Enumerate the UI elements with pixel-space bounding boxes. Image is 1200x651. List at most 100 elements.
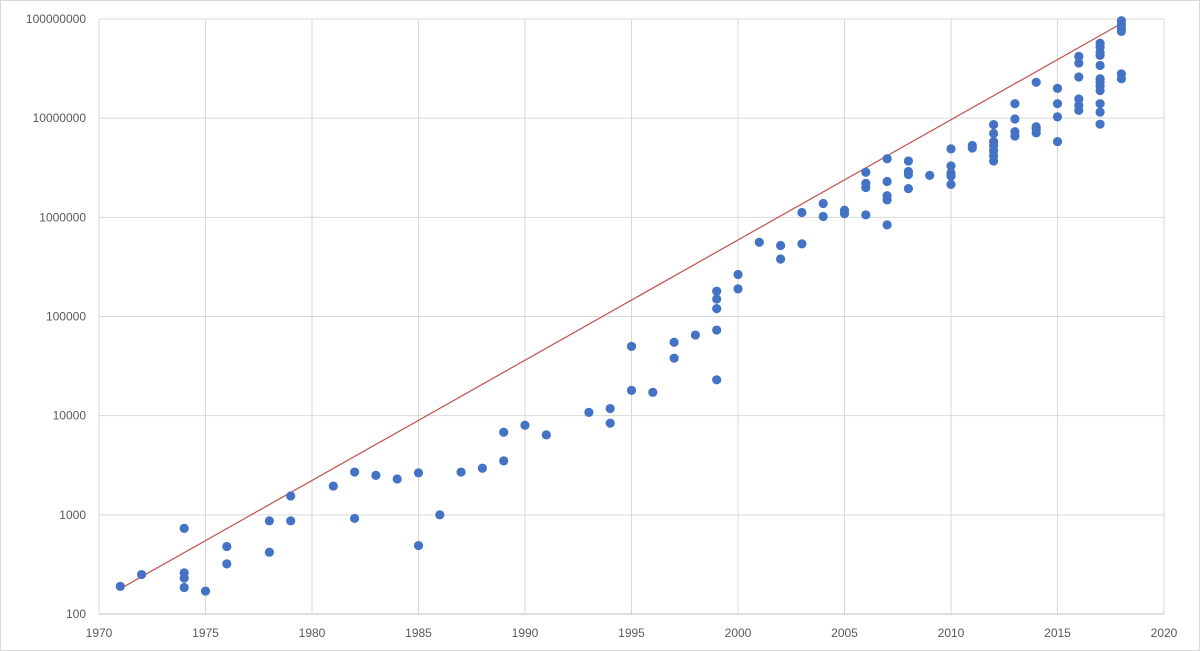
- data-point: [605, 418, 615, 428]
- data-point: [669, 337, 679, 347]
- data-point: [754, 237, 764, 247]
- y-tick-label: 10000000: [33, 111, 87, 125]
- data-point: [328, 481, 338, 491]
- data-point: [946, 179, 956, 189]
- x-tick-label: 1985: [405, 626, 432, 640]
- data-point: [1074, 72, 1084, 82]
- x-tick-label: 1970: [86, 626, 113, 640]
- data-point: [264, 547, 274, 557]
- data-point: [1095, 99, 1105, 109]
- data-point: [712, 375, 722, 385]
- data-point: [1095, 85, 1105, 96]
- data-point: [179, 582, 189, 593]
- data-point: [1010, 131, 1020, 141]
- data-point: [584, 407, 594, 417]
- data-point: [286, 516, 296, 526]
- data-point: [882, 176, 892, 187]
- data-point: [818, 198, 828, 209]
- data-point: [1052, 137, 1063, 147]
- data-point: [413, 540, 424, 551]
- data-point: [925, 170, 935, 180]
- data-point: [286, 491, 296, 501]
- data-point: [222, 541, 232, 552]
- data-point: [477, 463, 487, 473]
- data-point: [797, 239, 807, 249]
- y-tick-label: 1000: [59, 508, 86, 522]
- data-point: [115, 581, 125, 591]
- data-point: [1095, 119, 1105, 129]
- data-point: [1095, 60, 1105, 71]
- data-point: [648, 387, 658, 397]
- data-point: [456, 467, 466, 477]
- data-point: [179, 573, 189, 583]
- data-point: [946, 171, 956, 181]
- data-point: [712, 304, 722, 314]
- data-point: [882, 220, 892, 230]
- data-point: [882, 154, 892, 164]
- data-point: [1116, 74, 1126, 84]
- data-point: [839, 209, 850, 219]
- data-point: [626, 385, 637, 395]
- data-point: [797, 207, 807, 218]
- data-point: [946, 144, 956, 154]
- data-point: [626, 341, 637, 351]
- x-tick-label: 2010: [938, 626, 965, 640]
- data-point: [605, 403, 615, 414]
- data-point: [435, 510, 445, 520]
- data-point: [1010, 99, 1020, 109]
- y-tick-label: 1000000: [39, 210, 86, 224]
- data-point: [350, 467, 360, 477]
- x-tick-label: 2020: [1151, 626, 1178, 640]
- data-point: [882, 195, 892, 205]
- data-point: [861, 182, 871, 193]
- data-point: [520, 420, 530, 430]
- x-tick-label: 1995: [618, 626, 645, 640]
- data-point: [1031, 77, 1041, 87]
- y-tick-label: 100000: [46, 310, 86, 324]
- data-point: [967, 143, 977, 153]
- data-point: [1010, 114, 1020, 124]
- data-point: [903, 156, 914, 166]
- trend-line: [120, 23, 1122, 590]
- data-point: [989, 156, 999, 166]
- data-point: [179, 523, 189, 533]
- x-tick-label: 1990: [512, 626, 539, 640]
- data-point: [776, 254, 786, 264]
- data-point: [499, 427, 509, 437]
- data-point: [818, 211, 828, 222]
- data-point: [989, 120, 999, 130]
- data-point: [1052, 112, 1063, 122]
- data-point: [1052, 83, 1063, 93]
- data-point: [371, 470, 381, 480]
- data-point: [733, 269, 743, 280]
- data-point: [392, 474, 402, 484]
- data-point: [1052, 99, 1063, 109]
- data-point: [541, 430, 551, 440]
- y-tick-label: 10000: [53, 409, 87, 423]
- data-point: [1074, 105, 1084, 115]
- data-point: [413, 468, 424, 478]
- data-point: [861, 210, 871, 220]
- data-point: [712, 286, 722, 296]
- data-point: [861, 167, 871, 177]
- x-tick-label: 1980: [299, 626, 326, 640]
- data-point: [989, 128, 999, 139]
- data-point: [712, 294, 722, 304]
- data-point: [903, 169, 914, 180]
- x-tick-label: 2005: [831, 626, 858, 640]
- y-tick-label: 100: [66, 607, 86, 621]
- x-tick-label: 1975: [192, 626, 219, 640]
- data-point: [669, 353, 679, 363]
- x-tick-label: 2000: [725, 626, 752, 640]
- data-point: [1074, 51, 1084, 61]
- data-point: [776, 240, 786, 251]
- data-point: [1074, 58, 1084, 68]
- data-point: [903, 183, 914, 194]
- x-tick-label: 2015: [1044, 626, 1071, 640]
- data-point: [499, 456, 509, 466]
- data-point: [1095, 50, 1105, 60]
- data-point: [137, 569, 147, 580]
- data-point: [1116, 26, 1126, 36]
